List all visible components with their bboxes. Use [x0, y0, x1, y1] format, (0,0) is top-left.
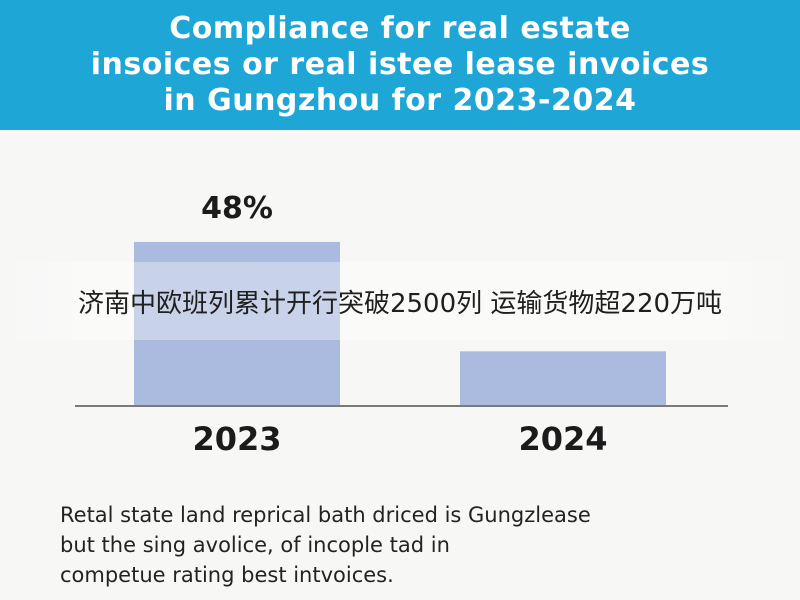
- bar-chart: 2023 48% 2024: [75, 191, 728, 458]
- header-banner: Compliance for real estate insoices or r…: [0, 0, 800, 130]
- title-line-3: in Gungzhou for 2023-2024: [163, 83, 637, 118]
- title-line-1: Compliance for real estate: [169, 11, 631, 46]
- news-overlay-banner: 济南中欧班列累计开行突破2500列 运输货物超220万吨: [0, 262, 800, 340]
- caption-line-1: Retal state land reprical bath driced is…: [60, 503, 591, 527]
- caption-line-3: competue rating best intvoices.: [60, 563, 394, 587]
- data-label-2023: 48%: [201, 191, 273, 226]
- chart-caption: Retal state land reprical bath driced is…: [60, 500, 760, 590]
- bar-2024: [460, 351, 666, 406]
- caption-line-2: but the sing avolice, of incople tad in: [60, 533, 450, 557]
- overlay-text: 济南中欧班列累计开行突破2500列 运输货物超220万吨: [77, 288, 723, 319]
- title-line-2: insoices or real istee lease invoices: [90, 47, 710, 82]
- chart-title: Compliance for real estate insoices or r…: [20, 11, 780, 119]
- x-tick-label-2023: 2023: [192, 420, 281, 458]
- bar-2023: [134, 241, 340, 406]
- x-tick-label-2024: 2024: [518, 420, 607, 458]
